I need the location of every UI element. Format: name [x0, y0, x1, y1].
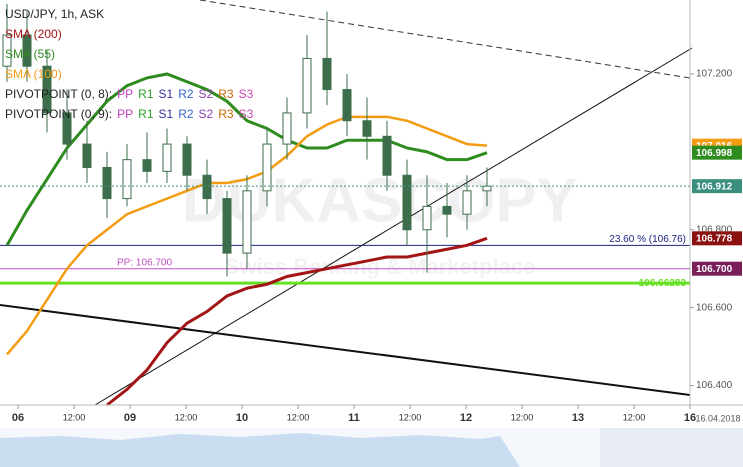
candle-body	[362, 120, 372, 137]
x-tick-label: 10	[236, 412, 248, 424]
pivot-item: R1	[138, 87, 154, 101]
x-tick-label: 12:00	[511, 412, 534, 422]
watermark-text: DUKASCOPY	[182, 166, 578, 235]
pivot-item: S3	[239, 87, 254, 101]
pivot-label: PIVOTPOINT (0, 8):	[5, 87, 112, 101]
x-tick-label: 11	[348, 412, 360, 424]
price-tag-label: 106.700	[696, 264, 733, 275]
candle-body	[22, 34, 32, 67]
candle-body	[322, 57, 332, 91]
y-tick-label: 107.200	[696, 69, 733, 80]
price-tag-label: 106.912	[696, 181, 733, 192]
x-tick-label: 12:00	[399, 412, 422, 422]
candle-body	[182, 143, 192, 176]
x-tick-label: 13	[572, 412, 584, 424]
x-tick-label: 06	[12, 412, 24, 424]
trend-line-dashed	[199, 0, 691, 79]
candle-body	[262, 143, 272, 192]
trend-line-thin	[94, 47, 693, 406]
date-label: 16.04.2018	[695, 413, 740, 423]
pivot-item: S1	[159, 87, 174, 101]
y-tick-label: 106.800	[696, 224, 733, 235]
legend-entry: SMA (100)	[5, 67, 62, 81]
pivot-item: S1	[159, 107, 174, 121]
candle-body	[242, 190, 252, 254]
candle-body	[422, 205, 432, 231]
x-tick-label: 12:00	[623, 412, 646, 422]
candle-body	[142, 159, 152, 172]
pivot-item: R1	[138, 107, 154, 121]
pivot-item: R2	[178, 87, 194, 101]
plot-area: 23.60 % (106.76) PP: 106.700 106.66283	[0, 3, 690, 407]
pivot-legend: PIVOTPOINT (0, 8): PP R1 S1 R2 S2 R3 S3	[5, 87, 254, 101]
chart-title: USD/JPY, 1h, ASK	[5, 7, 104, 21]
candle-body	[2, 34, 12, 67]
price-tag	[692, 179, 742, 194]
candle-body	[202, 174, 212, 200]
candle-body	[42, 65, 52, 114]
candle-body	[282, 112, 292, 145]
pivot-item: PP	[117, 87, 133, 101]
pivot-item: R3	[218, 87, 234, 101]
y-tick-label: 106.600	[696, 302, 733, 313]
candle-body	[382, 135, 392, 176]
price-tag-label: 106.778	[696, 233, 733, 244]
pivot-legend: PIVOTPOINT (0, 9): PP R1 S1 R2 S2 R3 S3	[5, 107, 254, 121]
x-tick-label: 12:00	[175, 412, 198, 422]
pivot-item: R3	[218, 107, 234, 121]
level-label: 106.66283	[639, 278, 687, 289]
price-tag	[692, 145, 742, 160]
legend-entry: SMA (200)	[5, 27, 62, 41]
price-tag	[692, 261, 742, 276]
x-tick-label: 12	[460, 412, 472, 424]
pivot-item: S2	[199, 87, 214, 101]
price-tag	[692, 231, 742, 246]
navigator-window	[600, 428, 743, 467]
legend-entry: SMA (55)	[5, 47, 55, 61]
pivot-item: R2	[178, 107, 194, 121]
candle-body	[342, 89, 352, 122]
x-tick-label: 12:00	[287, 412, 310, 422]
pivot-label: PIVOTPOINT (0, 9):	[5, 107, 112, 121]
candle-body	[402, 174, 412, 231]
x-tick-label: 09	[124, 412, 136, 424]
y-tick-label: 107.400	[696, 0, 733, 2]
candle-body	[162, 143, 172, 172]
candle-body	[222, 198, 232, 254]
candle-body	[442, 205, 452, 215]
pivot-item: PP	[117, 107, 133, 121]
level-label: PP: 106.700	[117, 257, 172, 268]
trend-line-thick	[0, 304, 691, 396]
sma-line	[106, 236, 488, 407]
legend: USD/JPY, 1h, ASK SMA (200) SMA (55) SMA (1…	[5, 7, 254, 121]
y-tick-label: 106.400	[696, 380, 733, 391]
x-tick-label: 16	[684, 412, 696, 424]
candle-body	[62, 112, 72, 145]
price-tag-label: 106.998	[696, 148, 733, 159]
candle-body	[462, 190, 472, 215]
navigator-area	[0, 433, 520, 467]
candle-body	[102, 166, 112, 200]
candle-body	[302, 57, 312, 114]
x-tick-label: 12:00	[63, 412, 86, 422]
pivot-item: S3	[239, 107, 254, 121]
pivot-item: S2	[199, 107, 214, 121]
candle-body	[482, 185, 492, 192]
watermark: DUKASCOPY Swiss Banking & Marketplace	[182, 166, 578, 278]
candle-body	[82, 143, 92, 168]
level-label: 23.60 % (106.76)	[609, 234, 686, 245]
candle-body	[122, 159, 132, 200]
